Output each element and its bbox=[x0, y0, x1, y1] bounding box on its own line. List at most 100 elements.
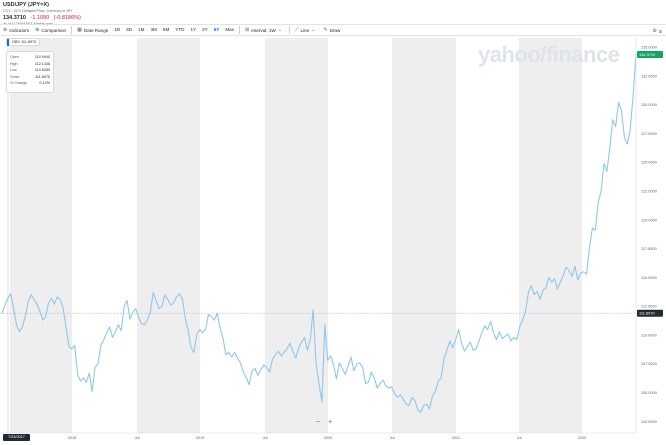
price-line: 134.3710 -1.1090 (-0.8186%) bbox=[3, 14, 303, 22]
chevron-down-icon: ⌄ bbox=[277, 27, 282, 33]
series-legend-chip[interactable]: OBV 111.8970 bbox=[6, 38, 41, 46]
y-tick-label: 130.0000 bbox=[641, 103, 657, 107]
y-tick-label: 110.0000 bbox=[641, 333, 657, 337]
y-tick-label: 117.5000 bbox=[641, 247, 657, 251]
x-axis-ticks: 2018 Jul 2019 Jul 2020 Jul 2021 Jul 2022 bbox=[68, 436, 586, 440]
comparison-icon: ⊕ bbox=[35, 27, 40, 33]
y-tick-label: 125.0000 bbox=[641, 161, 657, 165]
range-button-1y[interactable]: 1Y bbox=[190, 27, 197, 32]
x-tick-label: 2021 bbox=[452, 436, 460, 440]
y-tick-label: 135.0000 bbox=[641, 46, 657, 50]
tooltip-key: Open bbox=[10, 55, 20, 59]
tooltip-value: 111.8970 bbox=[35, 74, 50, 79]
indicators-label: Indicators bbox=[9, 27, 30, 33]
hover-date-badge: 7/23/2017 bbox=[3, 434, 30, 441]
comparison-button[interactable]: ⊕ Comparison bbox=[32, 25, 69, 35]
tooltip-value: 110.9440 bbox=[34, 55, 50, 59]
comparison-label: Comparison bbox=[41, 27, 67, 33]
tooltip-key: % Change bbox=[10, 81, 28, 85]
gear-icon: ⚙ bbox=[652, 28, 657, 34]
range-button-ytd[interactable]: YTD bbox=[175, 27, 185, 32]
calendar-icon: ▦ bbox=[77, 27, 82, 33]
date-range-label: Date Range bbox=[83, 27, 109, 33]
y-tick-label: 112.5000 bbox=[641, 305, 657, 309]
range-button-6m[interactable]: 6M bbox=[162, 27, 170, 32]
date-range-button[interactable]: ▦ Date Range bbox=[74, 25, 111, 35]
pencil-icon: ✎ bbox=[323, 27, 328, 33]
y-axis-ticks: 135.0000 132.5000 130.0000 127.5000 125.0000… bbox=[641, 46, 657, 424]
price-change-percent: (-0.8186%) bbox=[53, 15, 81, 21]
hover-price-label: 111.8970 bbox=[639, 311, 655, 316]
tooltip-row: % Change 0.13% bbox=[10, 80, 50, 87]
tooltip-value: 0.13% bbox=[39, 81, 50, 85]
x-tick-label: Jul bbox=[390, 436, 395, 440]
range-button-1m[interactable]: 1M bbox=[138, 27, 145, 32]
draw-button[interactable]: ✎ Draw bbox=[320, 25, 343, 35]
x-tick-label: 2018 bbox=[68, 436, 76, 440]
y-tick-label: 127.5000 bbox=[641, 132, 657, 136]
x-tick-label: Jul bbox=[135, 436, 140, 440]
tooltip-key: Low bbox=[10, 68, 17, 72]
tooltip-row: High 112.1436 bbox=[10, 61, 50, 68]
interval-value: 1W bbox=[268, 27, 276, 33]
year-band bbox=[137, 38, 200, 433]
y-tick-label: 115.0000 bbox=[641, 276, 657, 280]
series-color-swatch bbox=[7, 38, 9, 46]
current-price-badge: 134.3710 bbox=[637, 50, 663, 58]
tooltip-key: Close bbox=[10, 74, 20, 79]
legend-symbol: OBV bbox=[12, 40, 21, 44]
zoom-controls: − + bbox=[312, 418, 336, 427]
interval-label: Interval bbox=[251, 27, 267, 33]
chevron-down-icon: ⌄ bbox=[311, 27, 316, 33]
price-change: -1.1090 bbox=[30, 15, 50, 21]
year-band bbox=[265, 38, 328, 433]
year-bands bbox=[10, 38, 582, 433]
current-price-label: 134.3710 bbox=[639, 52, 656, 57]
toolbar-divider bbox=[239, 26, 241, 34]
zoom-in-button[interactable]: + bbox=[328, 419, 333, 426]
last-price: 134.3710 bbox=[3, 15, 26, 21]
range-button-5y[interactable]: 5Y bbox=[213, 27, 220, 32]
chart-toolbar: ⊕ Indicators ⊕ Comparison ▦ Date Range 1… bbox=[0, 24, 666, 36]
y-tick-label: 122.5000 bbox=[641, 189, 657, 193]
range-selector: 1D 5D 1M 3M 6M YTD 1Y 2Y 5Y Max bbox=[111, 26, 237, 34]
range-button-1d[interactable]: 1D bbox=[114, 27, 121, 32]
range-button-max[interactable]: Max bbox=[225, 27, 235, 32]
x-tick-label: 2022 bbox=[578, 436, 586, 440]
x-tick-label: Jul bbox=[517, 436, 522, 440]
tooltip-row: Close 111.8970 bbox=[10, 74, 50, 81]
tooltip-value: 110.6280 bbox=[34, 68, 50, 72]
y-tick-label: 102.5000 bbox=[641, 420, 657, 424]
y-tick-label: 107.5000 bbox=[641, 362, 657, 366]
y-tick-label: 105.0000 bbox=[641, 391, 657, 395]
interval-selector[interactable]: ⊞ Interval: 1W ⌄ bbox=[245, 27, 282, 33]
year-band bbox=[392, 38, 456, 433]
tooltip-row: Open 110.9440 bbox=[10, 54, 50, 61]
x-tick-label: Jul bbox=[263, 436, 268, 440]
zoom-out-button[interactable]: − bbox=[316, 419, 321, 426]
draw-label: Draw bbox=[329, 27, 341, 33]
range-button-2y[interactable]: 2Y bbox=[202, 27, 208, 32]
y-tick-label: 120.0000 bbox=[641, 218, 657, 222]
ohlc-tooltip: Open 110.9440 High 112.1436 Low 110.6280 Close… bbox=[6, 51, 54, 93]
chart-type-selector[interactable]: ⟋ Line ⌄ bbox=[292, 25, 320, 35]
x-tick-label: 2020 bbox=[324, 436, 332, 440]
chart-type-label: Line bbox=[300, 27, 310, 33]
toolbar-divider bbox=[288, 26, 290, 34]
symbol-title: USD/JPY (JPY=X) bbox=[3, 2, 49, 8]
range-button-3m[interactable]: 3M bbox=[150, 27, 157, 32]
tooltip-row: Low 110.6280 bbox=[10, 67, 50, 74]
line-chart-icon: ⟋ bbox=[294, 27, 299, 33]
year-band bbox=[519, 38, 582, 433]
year-band bbox=[10, 38, 72, 433]
hover-price-badge: 111.8970 bbox=[637, 309, 663, 317]
tooltip-value: 112.1436 bbox=[34, 61, 50, 66]
settings-label: S bbox=[658, 28, 662, 34]
indicators-button[interactable]: ⊕ Indicators bbox=[0, 25, 32, 35]
y-tick-label: 132.5000 bbox=[641, 74, 657, 78]
price-chart[interactable]: 135.0000 132.5000 130.0000 127.5000 125.0000… bbox=[0, 37, 666, 445]
exchange-subtitle: CCY - CCY Delayed Price. Currency in JPY bbox=[3, 9, 73, 13]
settings-button[interactable]: ⚙ S bbox=[652, 26, 662, 36]
indicators-icon: ⊕ bbox=[3, 27, 8, 33]
range-button-5d[interactable]: 5D bbox=[126, 27, 133, 32]
